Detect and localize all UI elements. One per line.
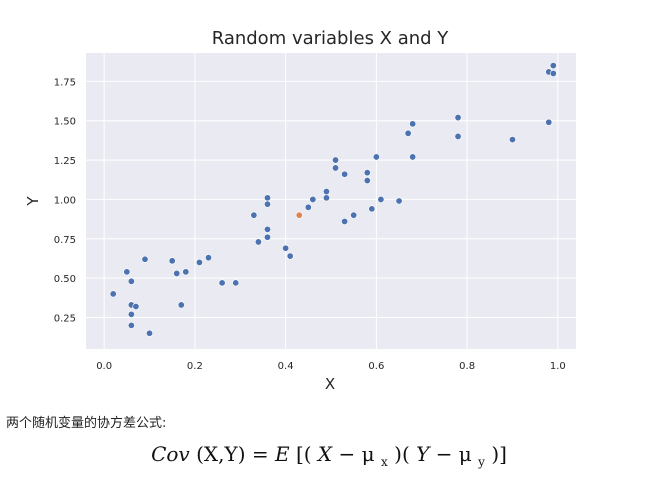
x-tick-label: 0.0 bbox=[96, 361, 112, 372]
data-point bbox=[146, 329, 154, 337]
data-point bbox=[549, 69, 557, 77]
data-point bbox=[341, 170, 349, 178]
y-tick-label: 1.25 bbox=[54, 156, 76, 167]
data-point bbox=[372, 153, 380, 161]
formula-caption: 两个随机变量的协方差公式: bbox=[6, 416, 167, 431]
formula-mid: )( bbox=[394, 442, 410, 466]
data-point bbox=[508, 136, 516, 144]
y-tick-label: 1.75 bbox=[54, 77, 76, 88]
data-point bbox=[254, 238, 262, 246]
data-point bbox=[454, 132, 462, 140]
data-point bbox=[363, 177, 371, 185]
data-point bbox=[350, 211, 358, 219]
data-point bbox=[173, 269, 181, 277]
data-point bbox=[322, 188, 330, 196]
y-tick-label: 1.00 bbox=[54, 195, 76, 206]
data-point bbox=[409, 153, 417, 161]
data-point bbox=[332, 156, 340, 164]
data-point bbox=[545, 118, 553, 126]
data-point bbox=[109, 290, 117, 298]
data-point bbox=[263, 233, 271, 241]
data-point bbox=[205, 254, 213, 262]
x-tick-labels: 0.0 0.2 0.4 0.6 0.8 1.0 bbox=[96, 361, 566, 372]
data-point bbox=[127, 277, 135, 285]
chart-title: Random variables X and Y bbox=[212, 28, 450, 49]
y-tick-label: 0.75 bbox=[54, 235, 76, 246]
x-axis-label: X bbox=[325, 375, 335, 393]
x-tick-label: 0.2 bbox=[187, 361, 203, 372]
formula-sub-x: x bbox=[381, 455, 388, 469]
formula-minus-mu-y: − μ bbox=[435, 442, 472, 466]
formula-rbr: )] bbox=[491, 442, 507, 466]
y-tick-labels: 0.25 0.50 0.75 1.00 1.25 1.50 1.75 bbox=[54, 77, 76, 324]
data-point bbox=[263, 194, 271, 202]
data-point bbox=[332, 164, 340, 172]
grid-lines bbox=[86, 53, 576, 349]
covariance-formula: Cov (X,Y) = E [( X − μ x )( Y − μ y )] bbox=[0, 442, 658, 469]
x-tick-label: 0.4 bbox=[278, 361, 294, 372]
x-tick-label: 1.0 bbox=[550, 361, 566, 372]
formula-lbr: [( bbox=[295, 442, 312, 466]
data-point bbox=[404, 129, 412, 137]
data-point bbox=[549, 62, 557, 70]
data-point bbox=[395, 197, 403, 205]
data-point bbox=[304, 203, 312, 211]
data-point bbox=[141, 255, 149, 263]
data-point bbox=[309, 195, 317, 203]
data-point bbox=[127, 321, 135, 329]
data-point bbox=[341, 217, 349, 225]
highlighted-point bbox=[295, 211, 303, 219]
data-point bbox=[168, 257, 176, 265]
x-tick-label: 0.8 bbox=[459, 361, 475, 372]
y-tick-label: 0.25 bbox=[54, 314, 76, 325]
y-axis-label: Y bbox=[24, 196, 42, 207]
data-point bbox=[282, 244, 290, 252]
formula-cov: Cov bbox=[151, 442, 190, 466]
formula-expectation: E bbox=[274, 442, 290, 466]
formula-x: X bbox=[317, 442, 333, 466]
data-point bbox=[132, 302, 140, 310]
data-point bbox=[263, 200, 271, 208]
formula-y: Y bbox=[416, 442, 430, 466]
y-tick-label: 0.50 bbox=[54, 274, 76, 285]
data-point bbox=[377, 195, 385, 203]
data-point bbox=[182, 268, 190, 276]
data-point bbox=[454, 114, 462, 122]
data-point bbox=[322, 194, 330, 202]
scatter-chart: 0.0 0.2 0.4 0.6 0.8 1.0 0.25 0.50 0.75 1.00 1.25 1… bbox=[24, 28, 576, 393]
data-point bbox=[263, 225, 271, 233]
x-tick-label: 0.6 bbox=[368, 361, 384, 372]
data-point bbox=[286, 252, 294, 260]
formula-minus-mu-x: − μ bbox=[338, 442, 375, 466]
data-point bbox=[123, 268, 131, 276]
data-point bbox=[232, 279, 240, 287]
formula-eq: = bbox=[251, 442, 275, 466]
plot-area bbox=[86, 53, 576, 349]
data-point bbox=[177, 301, 185, 309]
data-point bbox=[195, 258, 203, 266]
data-point bbox=[409, 120, 417, 128]
data-point bbox=[127, 310, 135, 318]
data-point bbox=[368, 205, 376, 213]
y-tick-label: 1.50 bbox=[54, 117, 76, 128]
data-point bbox=[363, 169, 371, 177]
data-point bbox=[250, 211, 258, 219]
formula-sub-y: y bbox=[478, 455, 485, 469]
data-points bbox=[109, 62, 557, 337]
formula-args: (X,Y) bbox=[196, 442, 246, 466]
data-point bbox=[218, 279, 226, 287]
